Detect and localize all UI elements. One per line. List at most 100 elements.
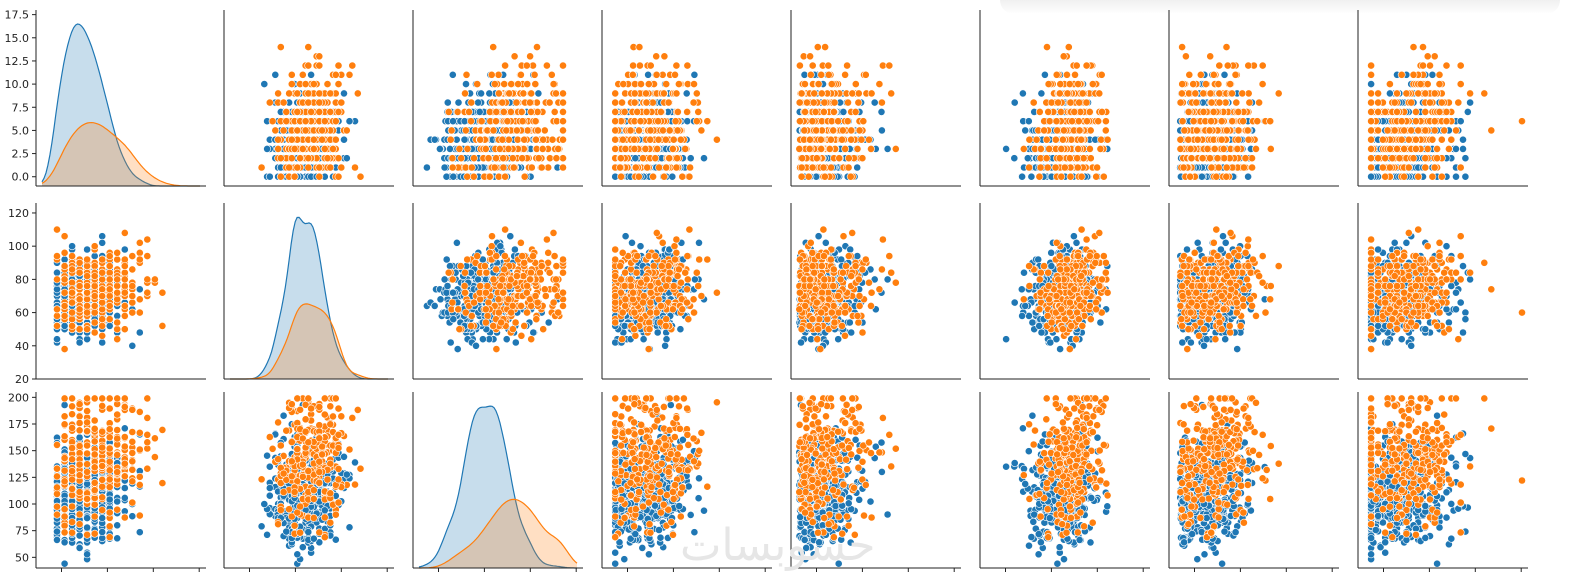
scatter-point <box>682 89 691 98</box>
scatter-point <box>690 70 699 79</box>
scatter-point <box>1176 98 1185 107</box>
subplot <box>41 23 200 187</box>
scatter-point <box>508 154 517 163</box>
scatter-point <box>467 98 476 107</box>
scatter-point <box>462 80 470 88</box>
scatter-point <box>287 154 296 163</box>
scatter-point <box>703 117 712 126</box>
scatter-point <box>1233 144 1242 153</box>
scatter-point <box>1209 70 1218 79</box>
top-fade-decoration <box>1000 0 1560 14</box>
scatter-point <box>1029 98 1038 107</box>
scatter-point <box>502 126 511 135</box>
scatter-point <box>1074 80 1082 88</box>
scatter-point <box>642 89 650 98</box>
scatter-point <box>854 89 863 98</box>
scatter-point <box>827 80 836 88</box>
scatter-point <box>817 89 826 98</box>
scatter-point <box>1065 80 1074 88</box>
scatter-point <box>630 98 639 107</box>
scatter-point <box>1193 135 1202 144</box>
scatter-point <box>307 70 315 79</box>
scatter-point <box>1082 98 1091 107</box>
scatter-point <box>475 108 484 116</box>
scatter-point <box>271 126 280 135</box>
scatter-point <box>1253 117 1262 126</box>
scatter-point <box>545 98 554 107</box>
scatter-point <box>334 108 343 116</box>
scatter-point <box>1042 154 1051 163</box>
scatter-point <box>843 61 851 70</box>
scatter-point <box>1274 89 1283 98</box>
scatter-point <box>301 117 310 126</box>
scatter-point <box>853 163 862 172</box>
scatter-point <box>444 108 453 116</box>
kde-line <box>41 121 200 187</box>
scatter-point <box>834 117 842 126</box>
scatter-point <box>1095 89 1104 98</box>
scatter-point <box>1057 172 1066 181</box>
scatter-point <box>662 80 671 88</box>
scatter-point <box>838 135 846 144</box>
scatter-point <box>326 108 335 116</box>
scatter-point <box>1044 108 1053 116</box>
scatter-point <box>449 117 457 126</box>
scatter-point <box>526 52 534 61</box>
scatter-point <box>533 43 541 51</box>
scatter-point <box>520 172 529 181</box>
scatter-point <box>644 70 652 79</box>
scatter-point <box>1178 80 1187 88</box>
scatter-point <box>1086 154 1095 163</box>
scatter-point <box>812 126 821 135</box>
scatter-point <box>519 89 528 98</box>
scatter-point <box>1073 154 1082 163</box>
scatter-point <box>626 126 635 135</box>
scatter-point <box>1052 117 1061 126</box>
scatter-point <box>672 89 681 98</box>
scatter-point <box>1059 135 1067 144</box>
scatter-point <box>829 126 838 135</box>
scatter-point <box>465 108 473 116</box>
scatter-point <box>1452 144 1460 153</box>
scatter-point <box>1098 108 1106 116</box>
scatter-point <box>821 43 829 51</box>
scatter-point <box>683 108 691 116</box>
scatter-point <box>611 126 620 135</box>
scatter-point <box>512 98 521 107</box>
scatter-point <box>1075 126 1084 135</box>
y-tick-label: 2.5 <box>12 148 30 161</box>
scatter-point <box>547 70 556 79</box>
scatter-point <box>1032 135 1041 144</box>
scatter-point <box>843 117 852 126</box>
scatter-point <box>665 126 674 135</box>
scatter-point <box>646 61 655 70</box>
scatter-point <box>559 89 567 98</box>
scatter-point <box>662 163 671 172</box>
scatter-point <box>671 70 679 79</box>
scatter-point <box>1241 154 1250 163</box>
scatter-point <box>320 144 329 153</box>
scatter-point <box>847 135 855 144</box>
scatter-point <box>797 89 806 98</box>
scatter-point <box>659 126 667 135</box>
scatter-point <box>672 163 681 172</box>
subplot <box>422 43 567 181</box>
scatter-point <box>813 43 822 51</box>
scatter-point <box>1054 98 1062 107</box>
scatter-point <box>806 52 814 61</box>
scatter-point <box>1367 80 1375 88</box>
scatter-point <box>320 117 329 126</box>
scatter-point <box>654 117 662 126</box>
scatter-point <box>1055 89 1064 98</box>
scatter-point <box>1214 163 1223 172</box>
scatter-point <box>630 135 638 144</box>
scatter-point <box>1086 126 1095 135</box>
scatter-point <box>1466 98 1474 107</box>
scatter-point <box>527 163 536 172</box>
scatter-point <box>1234 126 1243 135</box>
scatter-point <box>820 108 828 116</box>
scatter-point <box>1202 80 1210 88</box>
scatter-point <box>342 126 351 135</box>
scatter-point <box>692 89 701 98</box>
scatter-point <box>1215 89 1224 98</box>
